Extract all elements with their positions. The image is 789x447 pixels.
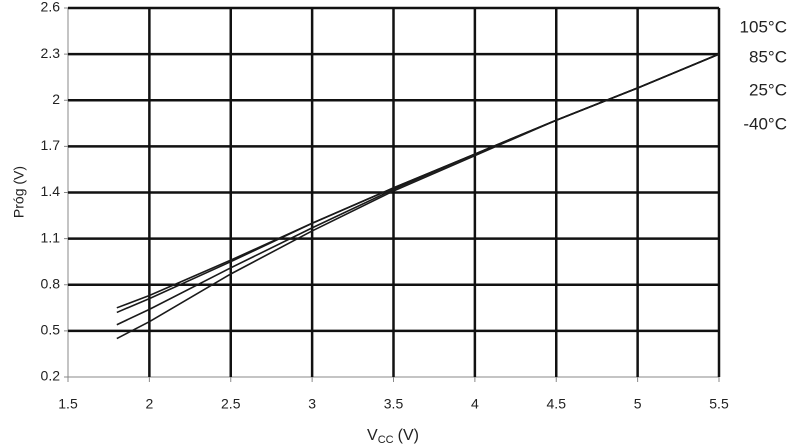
y-tick-label: 2: [52, 91, 60, 107]
x-tick-label: 3.5: [384, 396, 404, 412]
x-tick-label: 1.5: [58, 396, 78, 412]
x-tick-label: 4.5: [547, 396, 567, 412]
x-axis-label-main: V: [367, 427, 378, 444]
y-tick-label: 0.5: [41, 322, 61, 338]
legend-label: 105°C: [740, 17, 787, 36]
y-tick-label: 2.3: [41, 45, 61, 61]
legend-label: 25°C: [749, 80, 787, 99]
legend-label: -40°C: [743, 114, 787, 133]
y-tick-label: 0.2: [41, 368, 61, 384]
x-axis-label-sub: CC: [378, 434, 394, 446]
y-tick-label: 1.4: [41, 183, 61, 199]
legend-label: 85°C: [749, 47, 787, 66]
y-axis-label: Próg (V): [11, 166, 27, 218]
x-tick-label: 2: [145, 396, 153, 412]
x-axis-label-suffix: (V): [398, 427, 419, 444]
x-tick-label: 2.5: [221, 396, 241, 412]
series-line: [116, 53, 720, 340]
y-tick-label: 1.7: [41, 137, 61, 153]
y-tick-label: 1.1: [41, 229, 61, 245]
x-tick-label: 5.5: [709, 396, 729, 412]
y-tick-label: 0.8: [41, 275, 61, 291]
x-axis-label: VCC (V): [367, 427, 419, 446]
series-line: [116, 53, 720, 314]
x-tick-label: 4: [471, 396, 479, 412]
x-tick-label: 5: [634, 396, 642, 412]
x-tick-label: 3: [308, 396, 316, 412]
y-tick-label: 2.6: [41, 0, 61, 15]
